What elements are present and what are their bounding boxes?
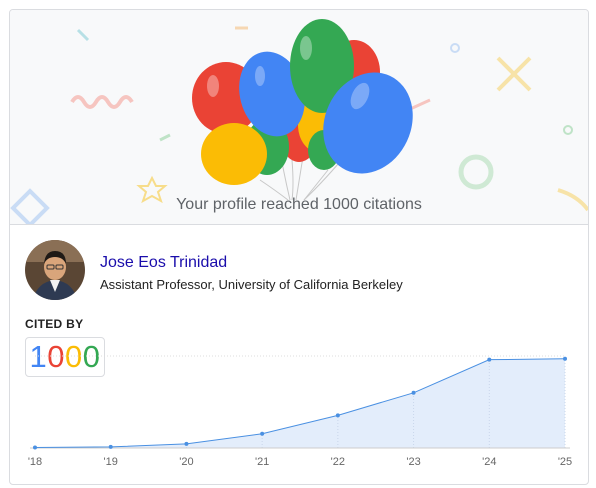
author-affiliation: Assistant Professor, University of Calif… [100, 277, 403, 292]
confetti-dash-icon [76, 28, 90, 42]
chart-tick-label: '22 [331, 456, 345, 468]
chart-series-line [34, 358, 566, 449]
squiggle-icon [70, 95, 134, 109]
balloons-icon [192, 19, 413, 185]
citations-chart: '18 '19 '20 '21 '22 '23 '24 '25 [28, 355, 572, 468]
citation-digit-4: 0 [82, 339, 101, 374]
confetti-illustration [10, 19, 588, 224]
cross-icon [496, 56, 532, 92]
milestone-message: Your profile reached 1000 citations [176, 196, 422, 213]
confetti-dash-icon [159, 133, 171, 142]
arc-icon [557, 188, 588, 212]
citation-count: 1000 [25, 337, 105, 377]
circle-icon [458, 154, 494, 190]
profile-photo [25, 240, 85, 300]
milestone-card: Your profile reached 1000 citations Jose… [9, 9, 589, 485]
chart-point [184, 441, 189, 446]
author-name-link[interactable]: Jose Eos Trinidad [100, 254, 228, 271]
chart-tick-label: '19 [104, 456, 118, 468]
chart-point [108, 444, 113, 449]
chart-point [260, 431, 265, 436]
chart-point [335, 413, 340, 418]
star-icon [136, 175, 168, 204]
ring-icon [450, 43, 460, 53]
chart-tick-label: '21 [255, 456, 269, 468]
citation-digit-2: 0 [47, 339, 65, 374]
chart-point [33, 445, 37, 450]
chart-tick-label: '18 [28, 456, 42, 468]
chart-point [563, 356, 567, 361]
ring-icon [563, 125, 573, 135]
chart-tick-label: '20 [179, 456, 193, 468]
celebration-banner: Your profile reached 1000 citations [10, 10, 588, 225]
cited-by-heading: CITED BY [25, 317, 84, 331]
chart-tick-label: '24 [482, 456, 496, 468]
chart-point [411, 390, 416, 395]
chart-tick-label: '23 [406, 456, 420, 468]
diamond-icon [10, 188, 50, 224]
chart-area [35, 358, 565, 448]
author-profile: Jose Eos Trinidad Assistant Professor, U… [25, 240, 575, 302]
citation-digit-3: 0 [65, 339, 83, 374]
chart-tick-label: '25 [558, 456, 572, 468]
chart-point [487, 357, 492, 362]
avatar[interactable] [25, 240, 85, 300]
